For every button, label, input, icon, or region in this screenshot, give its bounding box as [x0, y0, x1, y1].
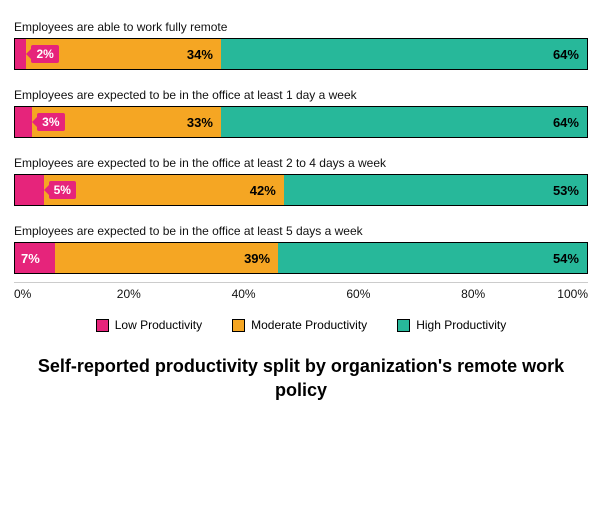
high-pct: 64%	[545, 115, 587, 130]
bar-track: 5% 42% 53%	[14, 174, 588, 206]
high-pct: 53%	[545, 183, 587, 198]
bar-label: Employees are able to work fully remote	[14, 20, 588, 34]
segment-moderate: 42%	[44, 175, 284, 205]
bar-group: Employees are expected to be in the offi…	[14, 156, 588, 206]
legend-swatch	[232, 319, 245, 332]
bar-track: 7% 39% 54%	[14, 242, 588, 274]
chart-title: Self-reported productivity split by orga…	[14, 354, 588, 403]
segment-low: 5%	[15, 175, 44, 205]
bar-track: 3% 33% 64%	[14, 106, 588, 138]
segment-high: 64%	[221, 107, 587, 137]
segment-high: 64%	[221, 39, 587, 69]
bar-label: Employees are expected to be in the offi…	[14, 224, 588, 238]
segment-high: 54%	[278, 243, 587, 273]
legend-label: High Productivity	[416, 318, 506, 332]
bar-group: Employees are expected to be in the offi…	[14, 224, 588, 274]
bars-container: Employees are able to work fully remote 2…	[14, 20, 588, 274]
low-pct-callout: 5%	[49, 181, 76, 199]
bar-label: Employees are expected to be in the offi…	[14, 88, 588, 102]
moderate-pct: 34%	[179, 47, 221, 62]
productivity-chart: Employees are able to work fully remote 2…	[14, 20, 588, 403]
axis-tick: 60%	[346, 287, 370, 301]
segment-low: 7%	[15, 243, 55, 273]
segment-low: 2%	[15, 39, 26, 69]
low-pct-callout: 3%	[37, 113, 64, 131]
bar-group: Employees are able to work fully remote 2…	[14, 20, 588, 70]
bar-track: 2% 34% 64%	[14, 38, 588, 70]
legend: Low Productivity Moderate Productivity Hig…	[14, 318, 588, 332]
legend-item-low: Low Productivity	[96, 318, 202, 332]
legend-swatch	[397, 319, 410, 332]
legend-item-high: High Productivity	[397, 318, 506, 332]
axis-tick: 80%	[461, 287, 485, 301]
axis-tick: 20%	[117, 287, 141, 301]
bar-label: Employees are expected to be in the offi…	[14, 156, 588, 170]
moderate-pct: 42%	[242, 183, 284, 198]
legend-label: Low Productivity	[115, 318, 202, 332]
low-pct: 7%	[15, 251, 48, 266]
high-pct: 64%	[545, 47, 587, 62]
axis-tick: 40%	[232, 287, 256, 301]
legend-label: Moderate Productivity	[251, 318, 367, 332]
legend-swatch	[96, 319, 109, 332]
segment-high: 53%	[284, 175, 587, 205]
moderate-pct: 39%	[236, 251, 278, 266]
high-pct: 54%	[545, 251, 587, 266]
segment-moderate: 39%	[55, 243, 278, 273]
legend-item-moderate: Moderate Productivity	[232, 318, 367, 332]
moderate-pct: 33%	[179, 115, 221, 130]
axis-tick: 0%	[14, 287, 31, 301]
axis-tick: 100%	[557, 287, 588, 301]
x-axis: 0% 20% 40% 60% 80% 100%	[14, 282, 588, 304]
low-pct-callout: 2%	[31, 45, 58, 63]
bar-group: Employees are expected to be in the offi…	[14, 88, 588, 138]
segment-low: 3%	[15, 107, 32, 137]
